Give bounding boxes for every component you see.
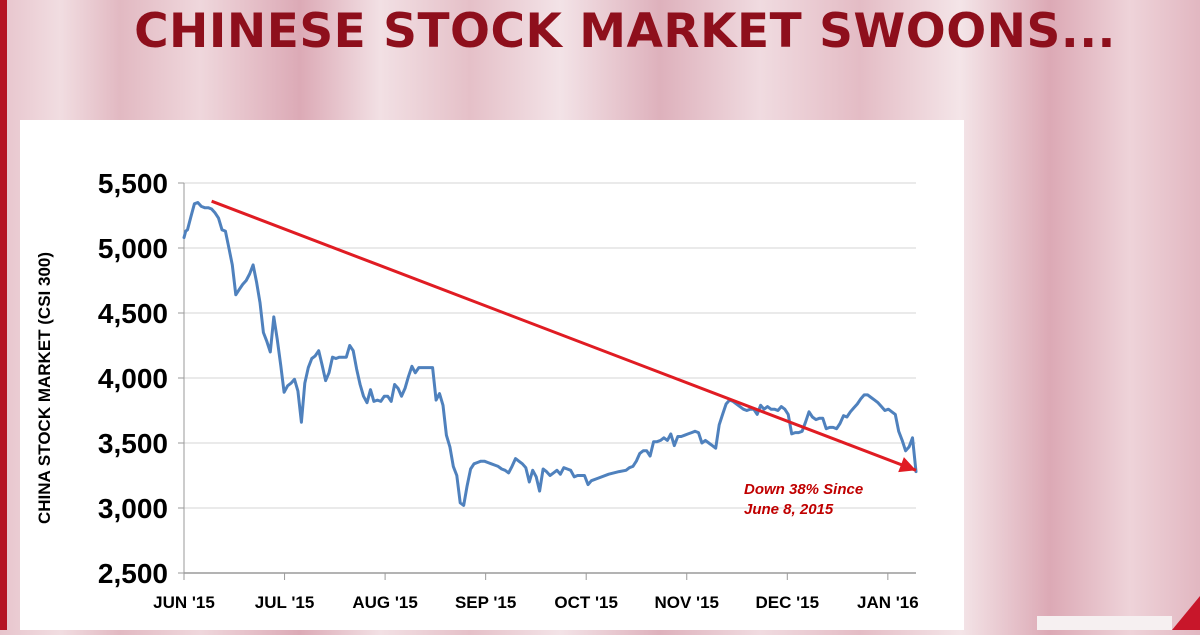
- x-tick-label: JUL '15: [255, 593, 314, 612]
- y-tick-label: 3,500: [98, 428, 168, 459]
- series-line-csi300: [182, 201, 918, 507]
- annotation-line-2: June 8, 2015: [744, 501, 834, 518]
- x-tick-label: DEC '15: [756, 593, 820, 612]
- trend-arrow-head: [898, 457, 916, 473]
- x-tick-label: OCT '15: [554, 593, 618, 612]
- corner-accent-triangle: [1172, 596, 1200, 630]
- corner-white-block: [1037, 616, 1172, 630]
- annotation-line-1: Down 38% Since: [744, 481, 863, 498]
- y-tick-label: 4,000: [98, 363, 168, 394]
- y-tick-label: 5,500: [98, 168, 168, 199]
- left-accent-strip: [0, 0, 7, 630]
- y-axis-label: CHINA STOCK MARKET (CSI 300): [35, 252, 54, 524]
- chart-panel: 2,500 3,000 3,500 4,000 4,500 5,000 5,500 JUN …: [20, 120, 964, 630]
- stock-line-chart: 2,500 3,000 3,500 4,000 4,500 5,000 5,500 JUN …: [35, 168, 919, 612]
- x-tick-label: JUN '15: [153, 593, 215, 612]
- y-tick-label: 4,500: [98, 298, 168, 329]
- y-tick-label: 2,500: [98, 558, 168, 589]
- page-title: CHINESE STOCK MARKET SWOONS...: [134, 4, 1116, 59]
- y-tick-label: 3,000: [98, 493, 168, 524]
- y-tick-label: 5,000: [98, 233, 168, 264]
- x-tick-label: SEP '15: [455, 593, 516, 612]
- x-tick-label: NOV '15: [654, 593, 719, 612]
- x-tick-label: AUG '15: [352, 593, 417, 612]
- x-tick-label: JAN '16: [857, 593, 919, 612]
- trend-arrow-line: [211, 199, 917, 472]
